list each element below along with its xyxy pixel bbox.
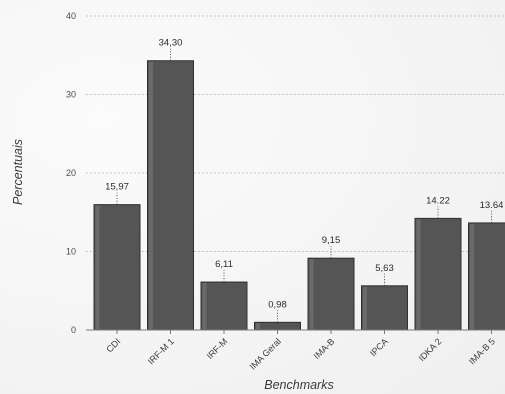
y-axis-ticks: 0 10 20 30 40 xyxy=(66,11,76,335)
bar-shade xyxy=(95,205,100,329)
bar-shade xyxy=(309,259,314,329)
bar-shade xyxy=(256,323,260,329)
bars: 15,97 34,30 6,11 0,98 9,15 5,63 14.22 13.64 xyxy=(93,38,505,331)
data-label: 14.22 xyxy=(426,195,450,206)
bar-ipca xyxy=(361,285,408,331)
x-tick-label: IMA-B 5 xyxy=(467,336,497,366)
x-axis-categories: CDI IRF-M 1 IRF-M IMA Geral IMA-B IPCA IDKA 2 I… xyxy=(104,330,497,372)
bar-shade xyxy=(202,283,207,329)
data-label: 0,98 xyxy=(268,299,287,310)
data-label: 13.64 xyxy=(480,200,504,211)
y-tick-label: 10 xyxy=(66,247,76,257)
x-tick-label: IDKA 2 xyxy=(417,336,444,363)
y-tick-label: 0 xyxy=(71,325,76,335)
bar-irf-m xyxy=(200,281,248,331)
y-tick-label: 20 xyxy=(66,168,76,178)
bar-shade xyxy=(363,286,367,329)
data-label: 5,63 xyxy=(375,263,394,274)
bar-ima-b-5 xyxy=(468,222,505,331)
x-tick-label: CDI xyxy=(104,336,122,354)
data-label: 34,30 xyxy=(159,38,183,49)
bar-ima-geral xyxy=(254,321,301,331)
y-tick-label: 40 xyxy=(66,11,76,21)
bar-shade xyxy=(470,223,474,329)
x-tick-label: IMA Geral xyxy=(248,336,283,371)
data-label: 15,97 xyxy=(105,182,129,193)
x-tick-label: IMA-B xyxy=(312,336,337,361)
x-tick-label: IPCA xyxy=(368,336,390,358)
bar-irf-m-1 xyxy=(147,60,194,331)
bar-shade xyxy=(149,61,153,330)
data-label: 9,15 xyxy=(322,235,341,246)
x-tick-label: IRF-M xyxy=(205,336,230,361)
y-tick-label: 30 xyxy=(66,90,76,100)
bar-ima-b xyxy=(307,257,355,331)
x-axis-title: Benchmarks xyxy=(264,378,333,392)
y-axis-title: Percentuais xyxy=(11,139,25,205)
x-tick-label: IRF-M 1 xyxy=(146,336,176,366)
bar-shade xyxy=(416,219,421,329)
bar-cdi xyxy=(93,204,141,331)
data-label: 6,11 xyxy=(215,259,233,270)
bar-idka-2 xyxy=(414,217,462,331)
